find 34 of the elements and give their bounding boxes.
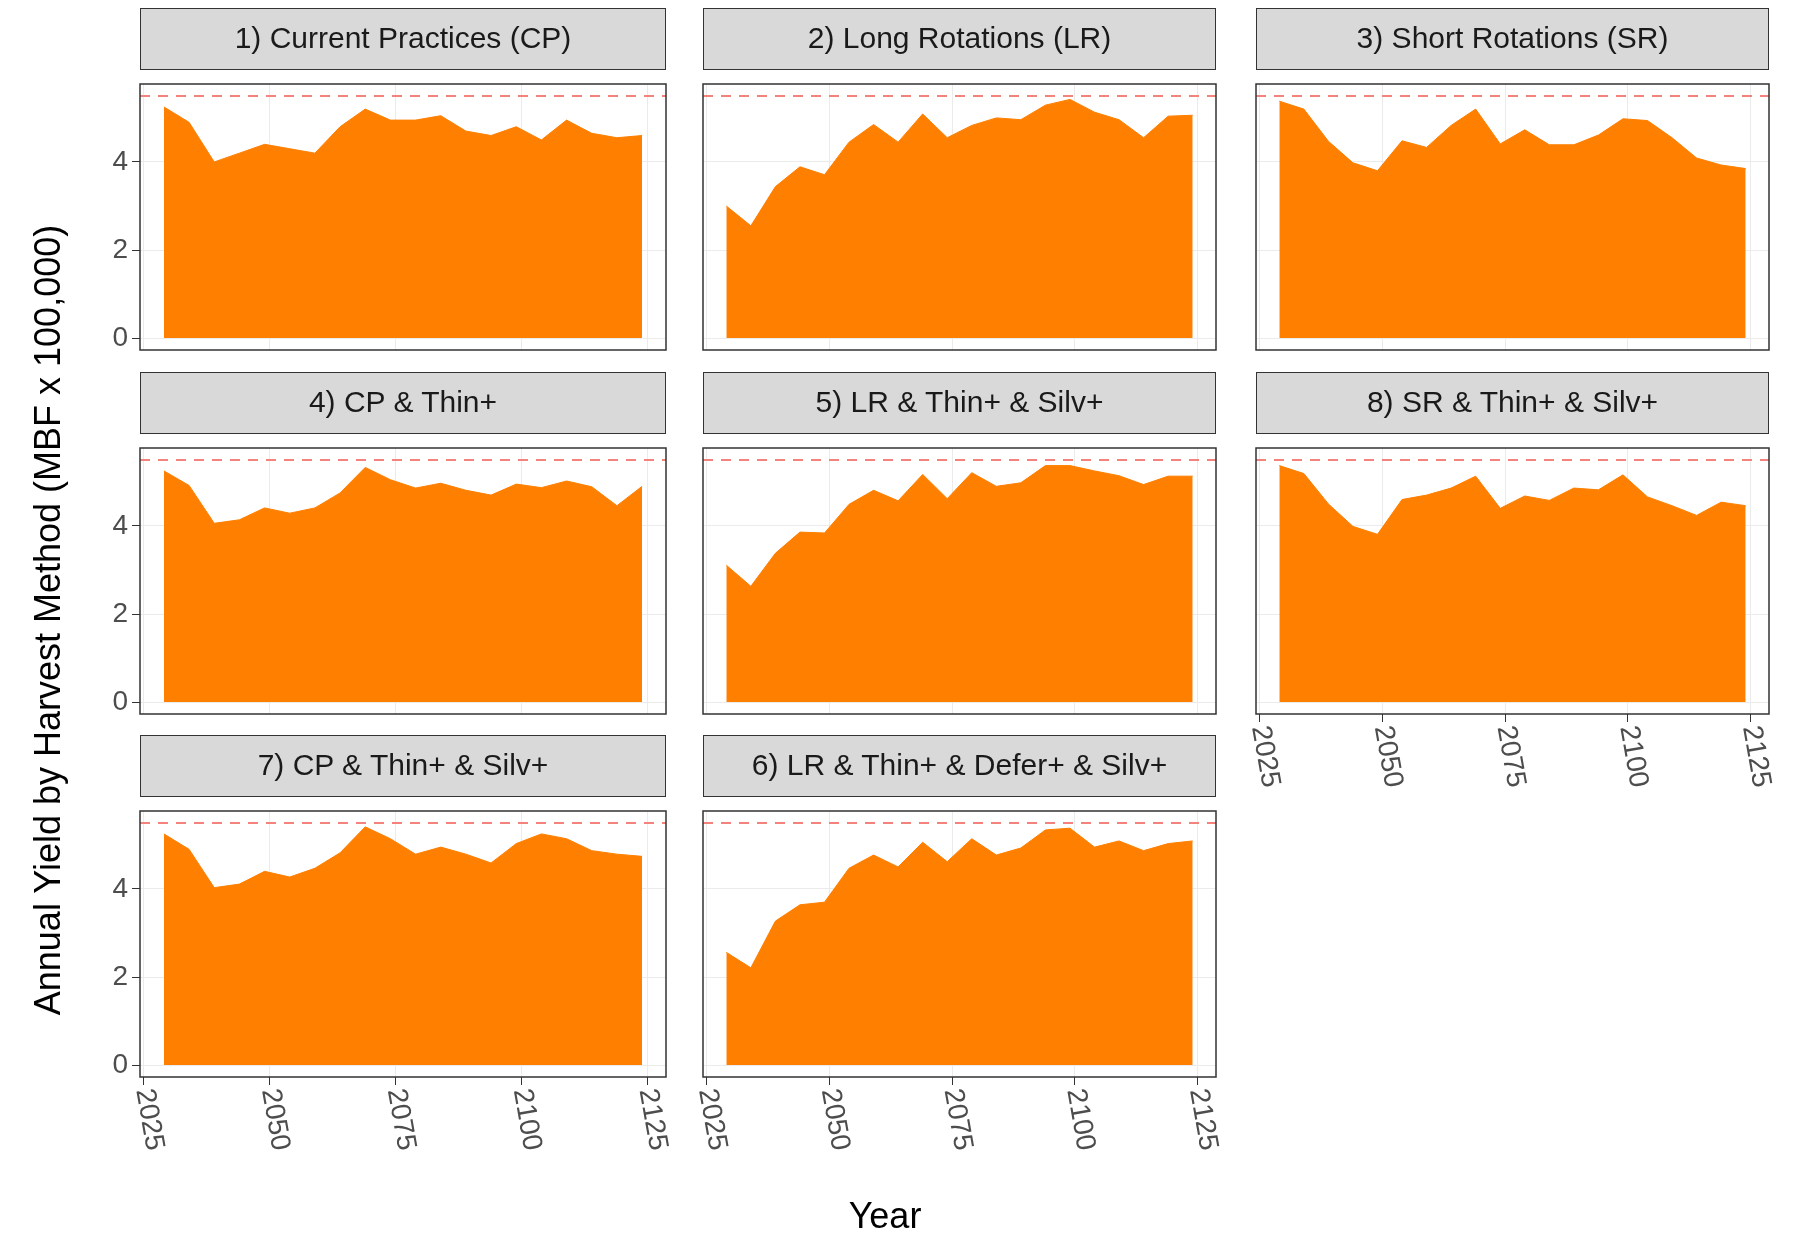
x-tick-label: 2050	[256, 1086, 298, 1153]
y-tick-label: 0	[112, 1047, 128, 1079]
chart-title: 4) CP & Thin+	[140, 372, 666, 434]
x-tick-label: 2050	[815, 1086, 858, 1153]
y-axis-title: Annual Yield by Harvest Method (MBF x 100,000)	[27, 224, 69, 1016]
y-tick-label: 2	[112, 596, 128, 628]
x-tick-label: 2125	[1737, 723, 1779, 790]
chart-title: 3) Short Rotations (SR)	[1256, 8, 1769, 70]
x-tick-label: 2025	[1246, 723, 1288, 790]
x-axis-title: Year	[848, 1195, 922, 1237]
x-tick-label: 2100	[507, 1086, 550, 1153]
x-tick-label: 2075	[938, 1086, 980, 1153]
y-tick-label: 4	[112, 508, 128, 540]
x-tick-label: 2100	[1614, 723, 1656, 790]
chart-title: 5) LR & Thin+ & Silv+	[703, 372, 1216, 434]
x-tick-label: 2125	[633, 1086, 675, 1153]
y-tick-label: 0	[112, 320, 128, 352]
y-tick-label: 2	[112, 959, 128, 991]
chart-title: 7) CP & Thin+ & Silv+	[140, 735, 666, 797]
y-tick-label: 4	[112, 871, 128, 903]
chart-title: 8) SR & Thin+ & Silv+	[1256, 372, 1769, 434]
y-tick-label: 0	[112, 684, 128, 716]
x-tick-label: 2075	[381, 1086, 424, 1153]
y-tick-label: 4	[112, 144, 128, 176]
x-tick-label: 2100	[1061, 1086, 1103, 1153]
chart-title: 2) Long Rotations (LR)	[703, 8, 1216, 70]
chart-title: 6) LR & Thin+ & Defer+ & Silv+	[703, 735, 1216, 797]
y-tick-label: 2	[112, 232, 128, 264]
x-tick-label: 2075	[1491, 723, 1533, 790]
chart-title: 1) Current Practices (CP)	[140, 8, 666, 70]
x-tick-label: 2050	[1368, 723, 1411, 790]
x-tick-label: 2125	[1184, 1086, 1226, 1153]
x-tick-label: 2025	[130, 1086, 172, 1153]
x-tick-label: 2025	[693, 1086, 735, 1153]
